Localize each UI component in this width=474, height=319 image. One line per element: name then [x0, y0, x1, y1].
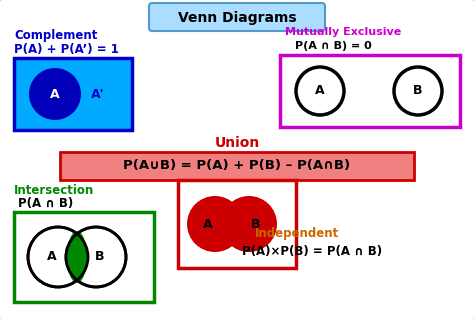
- Text: Union: Union: [214, 136, 260, 150]
- Circle shape: [296, 67, 344, 115]
- Bar: [60, 152, 414, 180]
- Circle shape: [221, 196, 277, 252]
- Text: P(A) + P(A’) = 1: P(A) + P(A’) = 1: [14, 43, 119, 56]
- Text: A': A': [91, 87, 105, 100]
- Text: B: B: [95, 250, 105, 263]
- Bar: [280, 55, 460, 127]
- Text: A: A: [50, 87, 60, 100]
- Text: Independent: Independent: [255, 226, 339, 240]
- Bar: [178, 180, 296, 268]
- Bar: [14, 212, 154, 302]
- Circle shape: [394, 67, 442, 115]
- Text: A: A: [203, 218, 213, 231]
- Text: A: A: [47, 250, 57, 263]
- Circle shape: [28, 227, 88, 287]
- Text: P(A ∩ B) = 0: P(A ∩ B) = 0: [295, 41, 372, 51]
- Circle shape: [187, 196, 243, 252]
- Text: Mutually Exclusive: Mutually Exclusive: [285, 27, 401, 37]
- Text: B: B: [251, 218, 261, 231]
- Text: P(A)×P(B) = P(A ∩ B): P(A)×P(B) = P(A ∩ B): [242, 246, 382, 258]
- Text: Venn Diagrams: Venn Diagrams: [178, 11, 296, 25]
- Text: A: A: [315, 85, 325, 98]
- Text: P(A∪B) = P(A) + P(B) – P(A∩B): P(A∪B) = P(A) + P(B) – P(A∩B): [123, 160, 351, 173]
- Circle shape: [66, 227, 126, 287]
- Text: Intersection: Intersection: [14, 183, 94, 197]
- FancyBboxPatch shape: [149, 3, 325, 31]
- Text: Complement: Complement: [14, 28, 97, 41]
- Text: P(A ∩ B): P(A ∩ B): [18, 197, 73, 211]
- Circle shape: [29, 68, 81, 120]
- Bar: [14, 58, 132, 130]
- Ellipse shape: [67, 231, 87, 283]
- Text: B: B: [413, 85, 423, 98]
